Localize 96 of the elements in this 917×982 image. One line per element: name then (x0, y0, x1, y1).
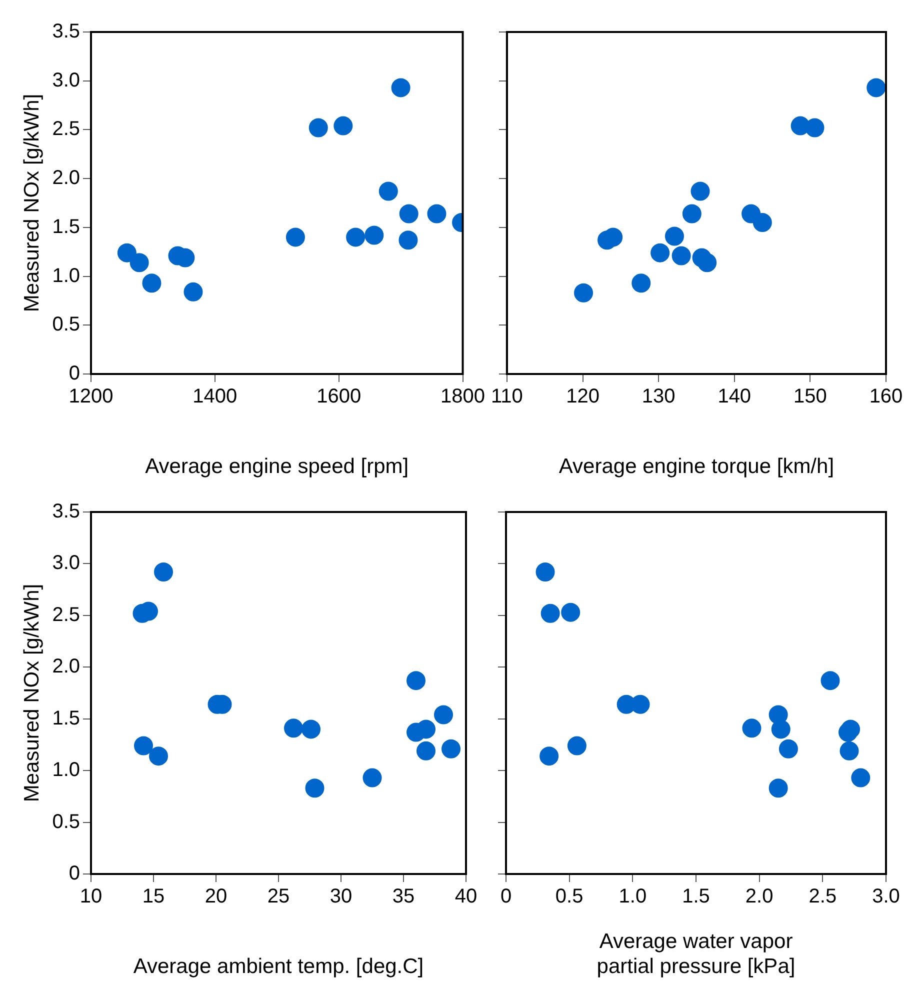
point (305, 778, 324, 798)
point (284, 718, 303, 738)
point (805, 118, 824, 138)
point (398, 230, 418, 250)
x-tick-label: 1800 (440, 386, 486, 408)
x-tick-label: 2.5 (808, 886, 837, 908)
point (567, 736, 586, 756)
point (391, 78, 410, 98)
x-tick-label: 35 (392, 886, 415, 908)
point (851, 768, 870, 788)
x-axis-title: Average engine torque [km/h] (558, 455, 834, 478)
y-tick-label: 2.5 (52, 118, 80, 140)
point (574, 283, 594, 302)
y-tick-label: 3.0 (52, 552, 80, 574)
x-tick-label: 20 (204, 886, 228, 908)
point (406, 671, 426, 690)
y-tick-label: 3.0 (52, 69, 80, 92)
point (142, 274, 162, 293)
y-tick-label: 2.5 (52, 604, 80, 626)
y-tick-label: 0 (68, 362, 80, 385)
x-tick-label: 150 (794, 386, 827, 408)
point (378, 182, 398, 201)
x-axis-title: Average ambient temp. [deg.C] (133, 955, 424, 978)
y-tick-label: 1.0 (52, 264, 80, 287)
x-tick-label: 120 (566, 386, 600, 408)
x-tick-label: 1400 (192, 386, 238, 408)
x-tick-label: 1.0 (618, 886, 647, 908)
point (752, 213, 772, 232)
point (416, 741, 436, 760)
point (840, 741, 859, 760)
x-tick-label: 30 (330, 886, 352, 908)
point (130, 253, 149, 272)
x-tick-label: 1.5 (682, 886, 710, 908)
x-tick-label: 0.5 (555, 886, 584, 908)
point (442, 739, 460, 758)
y-tick-label: 3.5 (52, 20, 80, 43)
point (286, 228, 305, 247)
point (682, 204, 702, 224)
y-tick-label: 2.0 (52, 167, 80, 190)
point (841, 720, 860, 739)
point (650, 243, 670, 262)
point (778, 739, 798, 758)
point (427, 204, 446, 224)
x-tick-label: 0 (500, 886, 512, 908)
point (698, 253, 717, 272)
point (742, 718, 762, 738)
x-tick-label: 15 (142, 886, 165, 908)
x-tick-label: 1200 (68, 386, 114, 408)
point (820, 671, 840, 690)
point (134, 736, 154, 756)
x-axis-title: Average water vapor partial pressure [kPa] (596, 930, 796, 978)
point (561, 602, 580, 622)
point (664, 226, 684, 246)
x-tick-label: 10 (80, 886, 102, 908)
point (771, 720, 790, 739)
y-tick-label: 0.5 (52, 314, 80, 336)
point (540, 746, 559, 766)
y-axis-title: Measured NOx [g/kWh] (20, 94, 44, 312)
point (632, 274, 651, 293)
point (334, 116, 353, 136)
x-tick-label: 1600 (316, 386, 362, 408)
point (308, 118, 328, 138)
x-tick-label: 2.0 (745, 886, 774, 908)
point (364, 226, 384, 245)
x-tick-label: 140 (718, 386, 752, 408)
x-axis-title: Average engine speed [rpm] (145, 455, 409, 478)
point (540, 604, 560, 623)
point (149, 746, 168, 766)
y-tick-label: 0.5 (52, 810, 80, 833)
point (346, 228, 366, 247)
x-tick-label: 160 (869, 386, 903, 408)
y-axis-title: Measured NOx [g/kWh] (20, 584, 44, 802)
y-tick-label: 0 (68, 862, 80, 885)
point (184, 282, 203, 302)
x-tick-label: 40 (454, 886, 478, 908)
point (672, 246, 691, 266)
point (117, 243, 136, 262)
point (536, 562, 555, 582)
x-tick-label: 130 (642, 386, 676, 408)
y-tick-label: 1.5 (52, 707, 80, 730)
point (362, 768, 382, 788)
point (768, 778, 788, 798)
y-tick-label: 2.0 (52, 656, 80, 678)
y-tick-label: 3.5 (52, 500, 80, 523)
x-tick-label: 110 (490, 386, 523, 408)
point (302, 720, 320, 739)
x-tick-label: 25 (267, 886, 290, 908)
y-tick-label: 1.5 (52, 216, 80, 238)
y-tick-label: 1.0 (52, 759, 80, 782)
point (399, 204, 418, 224)
point (690, 182, 710, 201)
point (434, 705, 453, 724)
x-tick-label: 3.0 (872, 886, 900, 908)
point (154, 562, 173, 582)
point (416, 720, 436, 739)
point (866, 78, 886, 98)
